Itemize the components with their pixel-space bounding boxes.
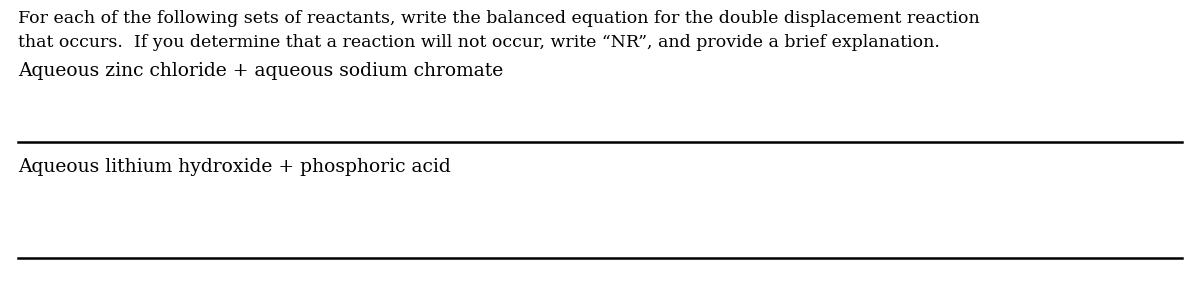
Text: Aqueous zinc chloride + aqueous sodium chromate: Aqueous zinc chloride + aqueous sodium c… xyxy=(18,62,503,80)
Text: Aqueous lithium hydroxide + phosphoric acid: Aqueous lithium hydroxide + phosphoric a… xyxy=(18,158,451,176)
Text: For each of the following sets of reactants, write the balanced equation for the: For each of the following sets of reacta… xyxy=(18,10,979,27)
Text: that occurs.  If you determine that a reaction will not occur, write “NR”, and p: that occurs. If you determine that a rea… xyxy=(18,34,940,51)
